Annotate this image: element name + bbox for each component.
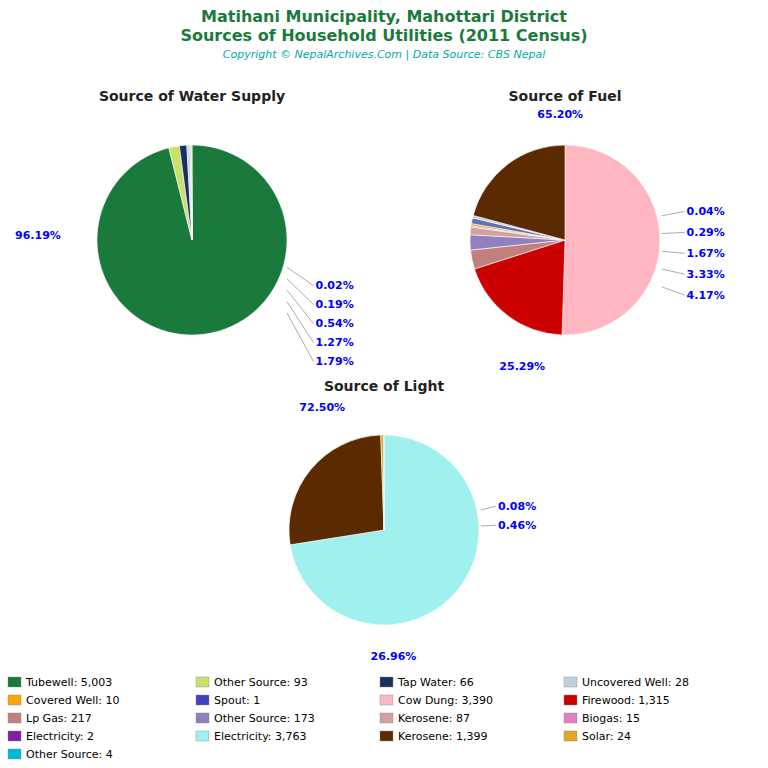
legend-label: Covered Well: 10: [26, 694, 120, 707]
leader-line: [287, 302, 314, 343]
annotation: 0.46%: [498, 519, 536, 532]
legend-swatch: [8, 731, 21, 741]
legend-swatch: [8, 695, 21, 705]
legend-label: Kerosene: 1,399: [398, 730, 487, 743]
leader-line: [287, 290, 314, 323]
annotation: 96.19%: [15, 229, 61, 242]
leader-line: [287, 313, 314, 362]
pie-slice: [187, 145, 192, 240]
annotation: 4.17%: [687, 289, 725, 302]
legend-swatch: [564, 695, 577, 705]
title: Matihani Municipality, Mahottari Distric…: [201, 7, 567, 26]
leader-line: [287, 279, 314, 305]
pie-slice: [191, 145, 192, 240]
legend-label: Biogas: 15: [582, 712, 640, 725]
subtitle: Sources of Household Utilities (2011 Cen…: [180, 26, 587, 45]
legend-swatch: [8, 749, 21, 759]
legend-label: Electricity: 2: [26, 730, 94, 743]
pie-slice: [169, 146, 192, 240]
pie-chart: Source of Light 72.50% 26.96% 0.08% 0.46%: [289, 378, 536, 663]
legend-swatch: [196, 695, 209, 705]
annotation: 26.96%: [371, 650, 417, 663]
annotation: 1.27%: [316, 336, 354, 349]
legend-label: Spout: 1: [214, 694, 260, 707]
pie-chart: Source of Water Supply 96.19% 0.02% 0.19% 0.…: [15, 88, 354, 368]
legend-label: Other Source: 173: [214, 712, 315, 725]
legend-label: Other Source: 4: [26, 748, 113, 761]
annotation: 0.02%: [316, 279, 354, 292]
legend-swatch: [380, 713, 393, 723]
legend-label: Tubewell: 5,003: [25, 676, 112, 689]
legend-label: Lp Gas: 217: [26, 712, 92, 725]
caption: Copyright © NepalArchives.Com | Data Sou…: [223, 48, 545, 61]
figure: Matihani Municipality, Mahottari Distric…: [0, 0, 768, 768]
annotation: 25.29%: [499, 360, 545, 373]
pie-title: Source of Light: [324, 378, 445, 394]
pie-chart: Source of Fuel 65.20% 25.29% 0.04% 0.29% 1.67…: [470, 88, 725, 373]
legend-swatch: [8, 677, 21, 687]
pie-slice: [97, 145, 287, 335]
pie-title: Source of Water Supply: [99, 88, 285, 104]
pie-slice: [562, 145, 660, 335]
pie-slice: [191, 145, 193, 240]
legend-label: Tap Water: 66: [397, 676, 474, 689]
pie-slice: [190, 145, 192, 240]
legend-swatch: [380, 677, 393, 687]
legend-swatch: [196, 713, 209, 723]
legend-label: Solar: 24: [582, 730, 631, 743]
leader-line: [662, 212, 685, 216]
annotation: 1.79%: [316, 355, 354, 368]
leader-line: [481, 525, 496, 527]
annotation: 0.19%: [316, 298, 354, 311]
annotation: 0.54%: [316, 317, 354, 330]
annotation: 0.29%: [687, 226, 725, 239]
pie-slice: [381, 435, 384, 530]
legend-swatch: [196, 677, 209, 687]
legend-label: Uncovered Well: 28: [582, 676, 689, 689]
legend-swatch: [564, 713, 577, 723]
annotation: 65.20%: [537, 108, 583, 121]
annotation: 72.50%: [299, 401, 345, 414]
legend-swatch: [564, 677, 577, 687]
annotation: 0.08%: [498, 500, 536, 513]
leader-line: [662, 232, 685, 233]
pie-slice: [289, 435, 384, 545]
legend-label: Kerosene: 87: [398, 712, 470, 725]
legend-label: Electricity: 3,763: [214, 730, 307, 743]
legend-swatch: [380, 731, 393, 741]
leader-line: [662, 269, 685, 274]
leader-line: [481, 506, 496, 510]
background: [0, 0, 768, 768]
leader-line: [662, 287, 685, 295]
legend-swatch: [196, 731, 209, 741]
leader-line: [662, 251, 685, 253]
legend-swatch: [380, 695, 393, 705]
pie-slice: [473, 145, 565, 240]
pie-slice: [383, 435, 384, 530]
legend-swatch: [8, 713, 21, 723]
annotation: 1.67%: [687, 247, 725, 260]
annotation: 3.33%: [687, 268, 725, 281]
annotation: 0.04%: [687, 205, 725, 218]
legend-label: Firewood: 1,315: [582, 694, 670, 707]
legend-label: Other Source: 93: [214, 676, 308, 689]
legend: Tubewell: 5,003 Covered Well: 10 Lp Gas: 2…: [8, 676, 689, 761]
pie-title: Source of Fuel: [509, 88, 622, 104]
pie-slice: [191, 145, 193, 240]
legend-swatch: [564, 731, 577, 741]
legend-label: Cow Dung: 3,390: [398, 694, 493, 707]
pie-slice: [179, 145, 192, 240]
